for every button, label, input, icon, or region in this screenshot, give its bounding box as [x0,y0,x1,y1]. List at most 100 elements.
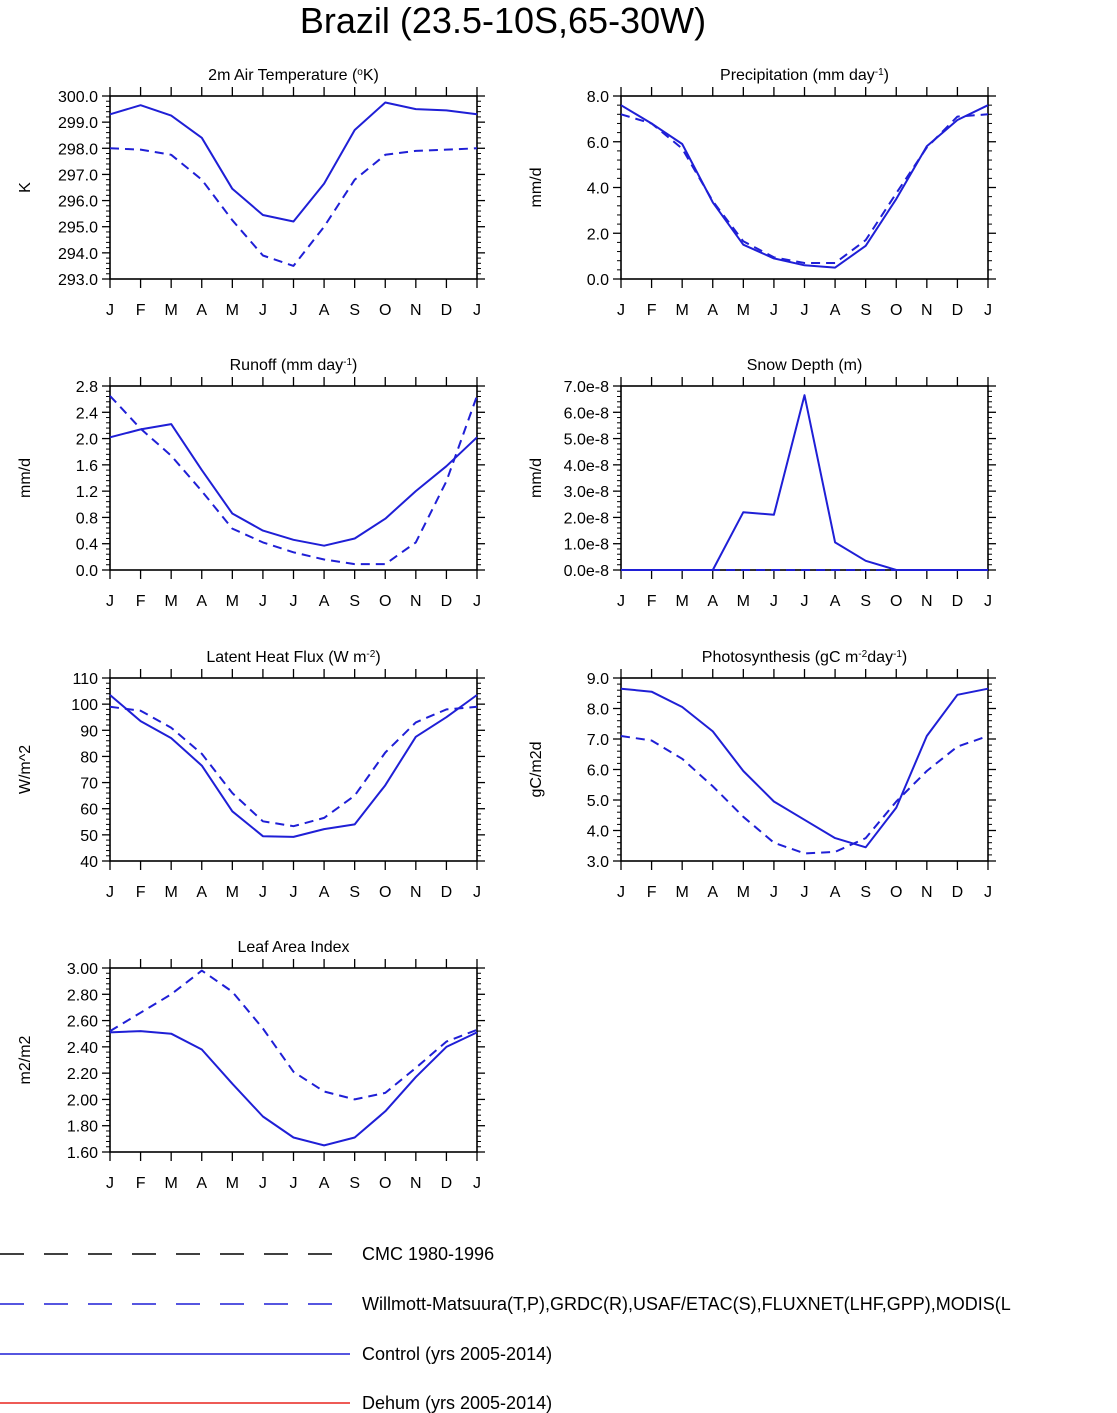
x-tick-label: D [441,302,453,319]
x-tick-label: O [890,302,902,319]
y-axis-label: W/m^2 [17,745,34,794]
y-axis-label: mm/d [528,458,545,498]
x-tick-label: J [801,884,809,901]
series-line-observed [620,735,989,855]
x-tick-label: A [319,593,330,610]
x-tick-label: S [349,302,360,319]
x-tick-label: M [676,302,689,319]
x-tick-label: J [106,302,114,319]
y-tick-label: 296.0 [58,194,98,211]
series-line-observed [109,969,478,1101]
y-tick-label: 9.0 [587,671,609,688]
x-tick-label: J [617,302,625,319]
y-tick-label: 7.0e-8 [564,379,609,396]
x-tick-label: A [196,593,207,610]
y-tick-label: 1.2 [76,484,98,501]
y-tick-label: 40 [80,854,98,871]
plot-frame [109,677,478,862]
panel-lhf: Latent Heat Flux (W m-2) W/m^2 40 50 60 70 80 9… [17,649,485,901]
x-tick-label: A [319,302,330,319]
y-tick-label: 2.00 [67,1092,98,1109]
y-tick-label: 2.0e-8 [564,510,609,527]
x-tick-label: O [379,302,391,319]
y-tick-label: 299.0 [58,115,98,132]
plot-frame [620,677,989,862]
x-tick-label: M [737,302,750,319]
y-tick-label: 100 [71,697,98,714]
y-tick-label: 0.4 [76,537,98,554]
x-tick-label: M [165,1175,178,1192]
x-tick-label: O [890,593,902,610]
x-tick-label: J [770,302,778,319]
y-tick-label: 0.0 [587,272,609,289]
y-tick-label: 90 [80,723,98,740]
chart-title: 2m Air Temperature (oK) [208,67,379,85]
x-tick-label: D [952,302,964,319]
y-axis-label: m2/m2 [17,1035,34,1084]
x-tick-label: A [196,884,207,901]
panel-lai: Leaf Area Index m2/m2 1.60 1.80 2.00 2.20 2.40… [17,939,485,1192]
x-tick-label: M [737,593,750,610]
x-tick-label: A [707,302,718,319]
x-tick-label: J [259,593,267,610]
y-tick-label: 0.8 [76,510,98,527]
y-tick-label: 0.0e-8 [564,563,609,580]
chart-title: Latent Heat Flux (W m-2) [206,649,380,667]
x-tick-label: S [349,1175,360,1192]
x-tick-label: J [473,302,481,319]
x-tick-label: M [165,302,178,319]
y-tick-label: 2.0 [76,432,98,449]
x-tick-label: F [647,593,657,610]
x-tick-label: J [984,884,992,901]
y-tick-label: 8.0 [587,89,609,106]
y-axis-label: K [17,182,34,193]
x-tick-label: F [136,884,146,901]
y-tick-label: 6.0 [587,135,609,152]
x-tick-label: J [290,593,298,610]
chart-title: Photosynthesis (gC m-2day-1) [702,649,907,667]
x-tick-label: A [196,302,207,319]
y-axis-label: gC/m2d [528,741,545,797]
chart-title: Precipitation (mm day-1) [720,67,889,85]
x-tick-label: J [259,884,267,901]
x-tick-label: N [410,884,422,901]
y-tick-label: 0.0 [76,563,98,580]
x-tick-label: A [196,1175,207,1192]
y-tick-label: 6.0e-8 [564,405,609,422]
panel-runoff: Runoff (mm day-1) mm/d 0.0 0.4 0.8 1.2 1.6 2.0 2… [17,357,485,610]
y-tick-label: 70 [80,776,98,793]
x-tick-label: N [921,884,933,901]
x-tick-label: N [410,302,422,319]
y-tick-label: 1.0e-8 [564,537,609,554]
legend-label: Dehum (yrs 2005-2014) [362,1393,552,1413]
x-tick-label: S [860,302,871,319]
x-tick-label: J [473,593,481,610]
x-tick-label: M [676,593,689,610]
x-tick-label: J [473,884,481,901]
x-tick-label: S [349,884,360,901]
x-tick-label: J [473,1175,481,1192]
series-line-control [109,694,478,838]
x-tick-label: O [890,884,902,901]
x-tick-label: M [676,884,689,901]
plot-frame [620,385,989,571]
x-tick-label: N [410,1175,422,1192]
y-tick-label: 3.00 [67,961,98,978]
x-tick-label: M [165,593,178,610]
y-tick-label: 3.0 [587,854,609,871]
plot-frame [109,95,478,280]
y-tick-label: 298.0 [58,141,98,158]
x-tick-label: A [830,884,841,901]
x-tick-label: A [830,593,841,610]
x-tick-label: O [379,593,391,610]
x-tick-label: J [259,1175,267,1192]
x-tick-label: M [165,884,178,901]
x-tick-label: F [136,1175,146,1192]
x-tick-label: J [770,884,778,901]
x-tick-label: F [136,593,146,610]
x-tick-label: J [617,884,625,901]
x-tick-label: S [349,593,360,610]
y-tick-label: 80 [80,749,98,766]
x-tick-label: O [379,1175,391,1192]
series-line-control [109,423,478,547]
